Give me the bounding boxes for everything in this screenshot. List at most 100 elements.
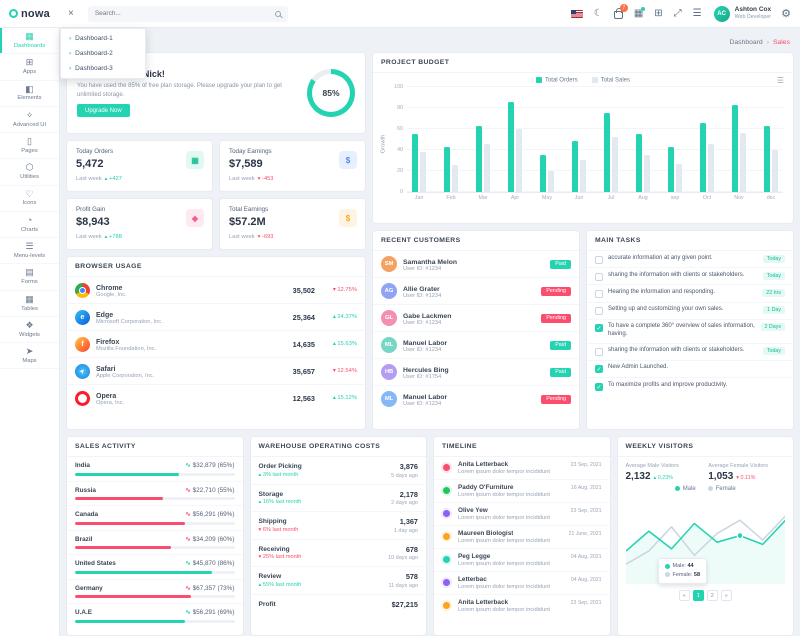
stat-value: $8,943 xyxy=(76,216,110,228)
cost-value: 678 xyxy=(405,544,418,554)
task-due-badge: 22 hrs xyxy=(762,288,785,297)
customer-row[interactable]: SM Samantha Melon User ID: #1234 Paid xyxy=(373,251,579,278)
timeline-dot-icon xyxy=(443,579,450,586)
sidebar-item-apps[interactable]: ⊞ Apps xyxy=(0,54,59,81)
sidebar-item-dashboards[interactable]: ▦ Dashboards xyxy=(0,28,59,55)
task-checkbox[interactable] xyxy=(595,307,603,316)
progress-fill xyxy=(75,472,179,476)
dropdown-item-dashboard-2[interactable]: › Dashboard-2 xyxy=(69,50,113,57)
task-checkbox[interactable] xyxy=(595,348,603,357)
task-checkbox[interactable]: ✓ xyxy=(595,324,603,333)
chart-menu-icon[interactable]: ☰ xyxy=(776,76,784,85)
browser-company: Google, Inc. xyxy=(96,291,127,298)
browser-value: 35,502 xyxy=(292,285,315,295)
task-checkbox[interactable] xyxy=(595,255,603,264)
timeline-row: Olive Yew 23 Sep, 2021 Lorem ipsum dolor… xyxy=(434,503,610,526)
progress-fill xyxy=(75,619,186,623)
search-input[interactable] xyxy=(94,10,275,17)
timeline-dot-icon xyxy=(443,510,450,517)
settings-icon[interactable]: ⚙ xyxy=(781,8,791,20)
sidebar-item-advanced-ui[interactable]: ✧ Advanced UI xyxy=(0,107,59,134)
grid-icon[interactable]: ▦ xyxy=(633,6,646,19)
bar-total-sales xyxy=(451,165,458,192)
browser-usage-row: f Firefox Mozilla Foundation, Inc. 14,63… xyxy=(67,331,365,358)
pager-next-button[interactable]: » xyxy=(720,590,732,602)
sidebar-item-forms[interactable]: ▤ Forms xyxy=(0,264,59,291)
task-row: ✓ New Admin Launched. xyxy=(587,361,793,378)
sidebar-item-utilities[interactable]: ⬡ Utilities xyxy=(0,159,59,186)
sidebar-item-icons[interactable]: ♡ Icons xyxy=(0,186,59,212)
legend-item: Total Orders xyxy=(535,77,578,84)
country-name: U.A.E xyxy=(75,609,93,616)
task-checkbox[interactable]: ✓ xyxy=(595,382,603,391)
customer-row[interactable]: ML Manuel Labor User ID: #1234 Pending xyxy=(373,386,579,412)
timeline-date: 04 Aug, 2021 xyxy=(570,577,602,583)
customer-row[interactable]: AG Allie Grater User ID: #1234 Pending xyxy=(373,278,579,305)
sidebar-item-pages[interactable]: ▯ Pages xyxy=(0,133,59,160)
stat-value: $7,589 xyxy=(229,158,263,170)
pager-page-2[interactable]: 2 xyxy=(706,590,718,602)
logo[interactable]: nowa xyxy=(0,8,60,20)
task-text: Hearing the information and responding. xyxy=(608,288,716,295)
fullscreen-icon[interactable]: ⤢ xyxy=(673,7,682,19)
cost-value: 1,367 xyxy=(399,517,418,526)
stat-title: Today Orders xyxy=(76,148,114,155)
sidebar-item-widgets[interactable]: ❖ Widgets xyxy=(0,317,59,344)
browser-value: 35,657 xyxy=(292,366,315,376)
female-legend-dot-icon xyxy=(707,486,713,491)
pager-prev-button[interactable]: « xyxy=(678,590,690,602)
customer-user-id: User ID: #1754 xyxy=(403,373,442,380)
task-checkbox[interactable] xyxy=(595,272,603,281)
pager-page-1[interactable]: 1 xyxy=(692,590,704,602)
task-row: ✓ To maximize profits and improve produc… xyxy=(587,378,793,394)
customer-avatar: SM xyxy=(381,256,397,272)
us-flag-icon[interactable] xyxy=(570,9,583,18)
warehouse-row: Shipping ▾ 6% last month 1,367 1 day ago xyxy=(250,512,426,540)
customer-name: Gabe Lackmen xyxy=(403,312,452,320)
cost-change: ▾ 25% last month xyxy=(258,554,302,560)
sidebar-item-tables[interactable]: ▦ Tables xyxy=(0,291,59,317)
task-checkbox[interactable]: ✓ xyxy=(595,365,603,374)
male-visitors-label: Average Male Visitors xyxy=(625,463,679,469)
task-text: Setting up and customizing your own sale… xyxy=(608,306,724,313)
card-title: TIMELINE xyxy=(442,443,477,450)
safari-icon xyxy=(75,363,90,379)
chevron-right-icon: › xyxy=(69,35,72,42)
user-menu[interactable]: AC Ashton Cox Web Developer xyxy=(713,5,771,22)
task-checkbox[interactable] xyxy=(595,289,603,298)
moon-icon[interactable]: ☾ xyxy=(593,7,603,19)
sidebar-toggle-icon[interactable]: × xyxy=(68,8,74,19)
sidebar-item-elements[interactable]: ◧ Elements xyxy=(0,81,59,107)
timeline-name: Paddy O'Furniture xyxy=(458,484,514,491)
customer-user-id: User ID: #1234 xyxy=(403,400,442,407)
cost-label: Receiving xyxy=(258,545,290,553)
breadcrumb-parent[interactable]: Dashboard xyxy=(729,38,763,46)
bar-total-sales xyxy=(643,154,650,192)
customer-row[interactable]: HB Hercules Bing User ID: #1754 Paid xyxy=(373,359,579,386)
dropdown-item-dashboard-1[interactable]: › Dashboard-1 xyxy=(69,35,113,42)
bar-total-sales xyxy=(579,160,586,192)
status-badge: Pending xyxy=(541,286,571,296)
filter-icon[interactable]: ☰ xyxy=(692,7,702,19)
sidebar-item-maps[interactable]: ➤ Maps xyxy=(0,343,59,370)
customer-row[interactable]: GL Gabe Lackmen User ID: #1234 Pending xyxy=(373,305,579,332)
y-tick-label: 40 xyxy=(397,146,403,153)
apps-icon[interactable]: ⊞ xyxy=(654,7,663,19)
timeline-dot-icon xyxy=(443,556,450,563)
card-title: SALES ACTIVITY xyxy=(75,443,136,450)
customer-avatar: AG xyxy=(381,283,397,299)
upgrade-now-button[interactable]: Upgrade Now xyxy=(77,104,130,118)
sidebar-item-menu-levels[interactable]: ☰ Menu-levels xyxy=(0,238,59,265)
customer-row[interactable]: ML Manuel Labor User ID: #1234 Paid xyxy=(373,332,579,359)
maps-icon: ➤ xyxy=(25,346,34,357)
x-tick-label: Nov xyxy=(734,194,744,201)
apps-icon: ⊞ xyxy=(25,57,34,68)
chart-tooltip: Male: 44 Female: 58 xyxy=(657,558,708,585)
status-badge: Pending xyxy=(541,394,571,404)
sidebar-item-charts[interactable]: ◔ Charts xyxy=(0,212,59,239)
bar-group-Nov xyxy=(732,87,746,192)
dropdown-item-dashboard-3[interactable]: › Dashboard-3 xyxy=(69,65,113,72)
search-icon[interactable] xyxy=(274,10,281,17)
cart-icon[interactable]: 7 xyxy=(613,4,628,19)
browser-company: Apple Corporation, Inc. xyxy=(96,372,155,379)
